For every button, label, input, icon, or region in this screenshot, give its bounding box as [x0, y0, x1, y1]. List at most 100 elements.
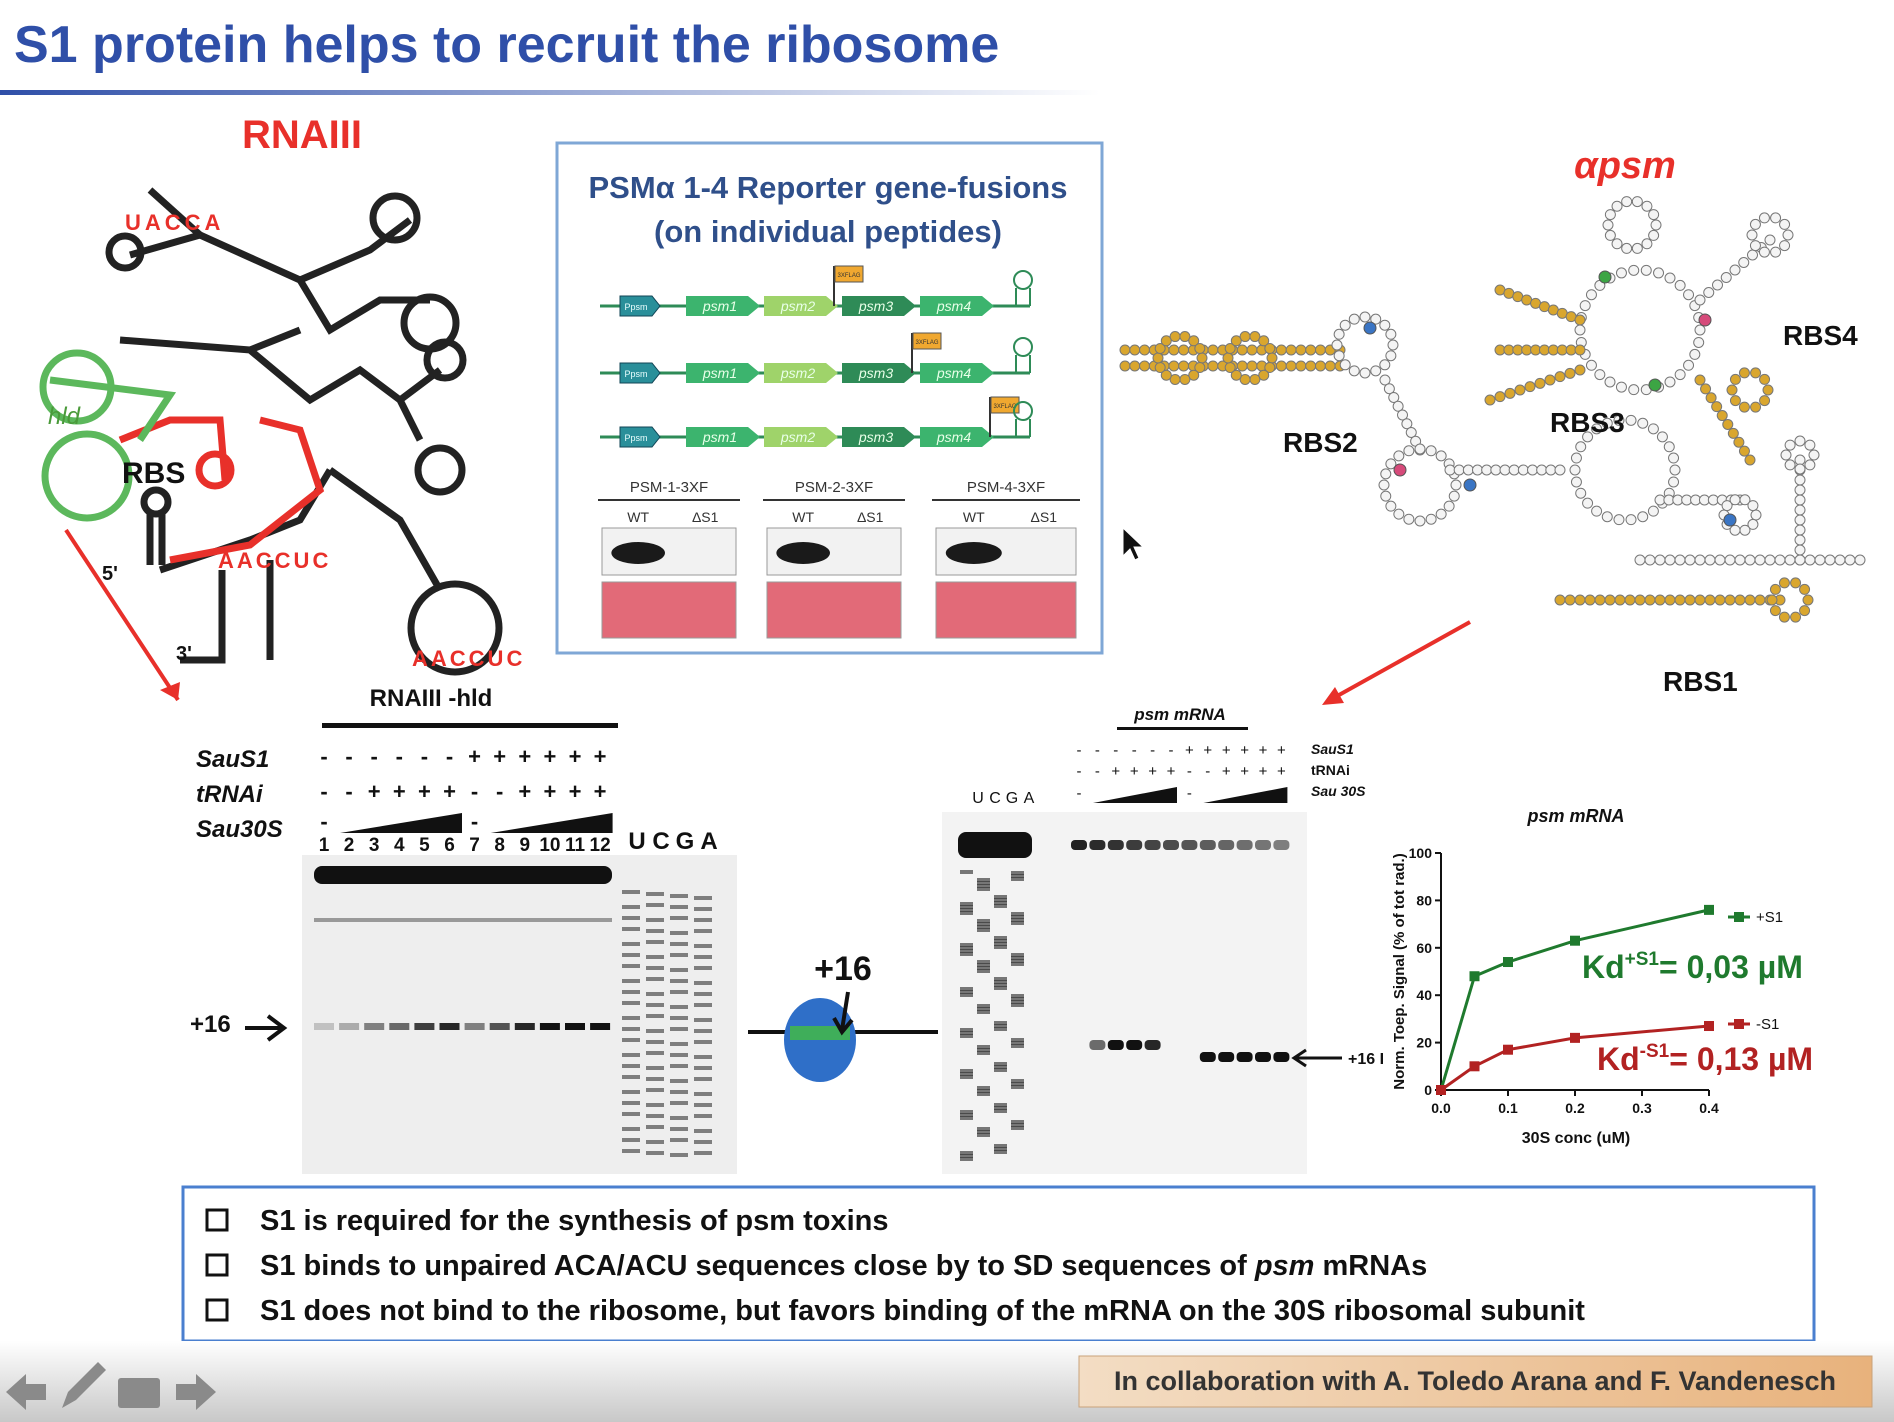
condition: -: [1077, 785, 1082, 802]
nucleotide: [1664, 272, 1676, 284]
ladder-band: [622, 1149, 640, 1153]
ladder-band: [960, 1075, 973, 1079]
arrow-head: [1322, 687, 1344, 705]
gene-label: psm4: [936, 298, 971, 314]
nucleotide: [1570, 476, 1582, 488]
nucleotide: [1613, 414, 1625, 426]
nucleotide: [1779, 240, 1791, 252]
nucleotide: [1790, 577, 1802, 589]
ladder-band: [622, 1127, 640, 1131]
nav-controls[interactable]: [6, 1362, 216, 1410]
row-label: Sau30S: [196, 816, 283, 843]
nucleotide: [1392, 400, 1404, 412]
ladder-band: [622, 927, 640, 931]
nucleotide: [1594, 594, 1606, 606]
nucleotide: [1564, 594, 1576, 606]
ladder-band: [694, 1140, 712, 1144]
bullet-segment: S1 is required for the synthesis of psm …: [260, 1205, 888, 1237]
rbs-loop: [195, 450, 235, 490]
nucleotide: [1584, 594, 1596, 606]
nucleotide: [1794, 504, 1806, 516]
nucleotide: [1405, 427, 1417, 438]
nucleotide: [1339, 319, 1351, 331]
nucleotide: [1383, 383, 1395, 395]
menu-button[interactable]: [118, 1378, 160, 1408]
arrow: [832, 991, 854, 1036]
nucleotide: [1726, 384, 1738, 396]
pen-button[interactable]: [62, 1362, 106, 1408]
nucleotide: [1734, 554, 1746, 566]
nucleotide: [1554, 594, 1566, 606]
nucleotide: [1625, 514, 1637, 526]
nucleotide: [1385, 458, 1397, 470]
reporter-title: PSMα 1-4 Reporter gene-fusions: [589, 170, 1068, 205]
nucleotide: [1574, 364, 1586, 376]
nucleotide: [1729, 524, 1741, 536]
nucleotide: [1624, 594, 1636, 606]
rna-loop: [423, 338, 467, 382]
next-button[interactable]: [176, 1374, 216, 1410]
ladder-band: [994, 936, 1007, 940]
gel-band: [539, 1023, 560, 1030]
nucleotide: [1794, 544, 1806, 556]
condition: +: [418, 779, 431, 804]
nucleotide: [1780, 449, 1792, 461]
gel-band: [1144, 1040, 1161, 1050]
kd-rest: = 0,13 µM: [1669, 1041, 1813, 1077]
gene-label: psm2: [780, 298, 815, 314]
gel-band: [1071, 840, 1087, 850]
ladder-band: [694, 981, 712, 985]
nucleotide: [1779, 218, 1791, 230]
nucleotide: [1569, 464, 1581, 476]
nucleotide: [1380, 490, 1392, 502]
gel-band: [1089, 840, 1106, 850]
ladder-band: [694, 896, 712, 900]
ladder-band: [994, 1106, 1007, 1110]
nucleotide: [1644, 594, 1656, 606]
terminator: [1015, 419, 1031, 437]
arrow: [1291, 1048, 1342, 1068]
lane-label: WT: [792, 509, 814, 525]
nucleotide: [1804, 554, 1816, 566]
ladder-band: [694, 944, 712, 948]
nucleotide: [1359, 311, 1371, 323]
ladder-band: [694, 1029, 712, 1033]
nucleotide: [1724, 554, 1736, 566]
concentration-wedge: [340, 813, 462, 833]
gel-band: [590, 1023, 611, 1030]
ladder-band: [960, 990, 973, 994]
nucleotide: [1669, 464, 1681, 476]
rbs-site: [790, 1026, 850, 1040]
ladder-band: [994, 1065, 1007, 1069]
arrow: [245, 1014, 288, 1042]
nucleotide: [1854, 554, 1866, 566]
y-tick-label: 80: [1416, 892, 1432, 908]
prev-button[interactable]: [6, 1374, 46, 1410]
ladder-band: [977, 925, 990, 929]
nucleotide: [1611, 200, 1623, 212]
nucleotide: [1598, 270, 1612, 284]
nucleotide: [1380, 468, 1392, 480]
nucleotide: [1387, 339, 1399, 351]
x-tick-label: 0.4: [1699, 1100, 1719, 1116]
rna-strand: [147, 187, 203, 238]
lane-number: 3: [369, 835, 380, 856]
condition: -: [320, 809, 327, 834]
nucleotide: [1448, 490, 1460, 502]
gene-arrow: [764, 296, 838, 316]
ladder-band: [977, 960, 990, 964]
ladder-band: [960, 908, 973, 912]
ladder-band: [646, 1066, 664, 1070]
nucleotide: [1601, 417, 1613, 429]
gene-arrow: [920, 427, 994, 447]
concentration-wedge: [490, 813, 613, 833]
hld-strand: [39, 349, 177, 522]
ladder-band: [694, 1151, 712, 1155]
ladder-band: [622, 1101, 640, 1105]
ladder-band: [960, 870, 973, 874]
gel-band: [439, 1023, 460, 1030]
nucleotide: [1734, 594, 1746, 606]
nucleotide: [1401, 418, 1413, 430]
condition: -: [320, 779, 327, 804]
